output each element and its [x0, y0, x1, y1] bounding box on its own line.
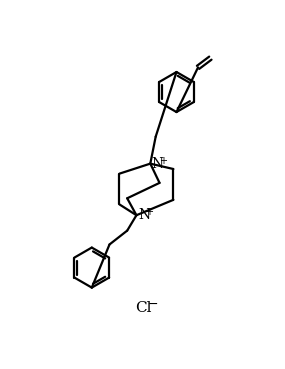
Text: N: N: [152, 156, 164, 170]
Text: −: −: [147, 298, 158, 311]
Text: Cl: Cl: [135, 301, 151, 315]
Text: +: +: [145, 207, 153, 217]
Text: N: N: [138, 208, 150, 222]
Text: +: +: [159, 156, 167, 166]
